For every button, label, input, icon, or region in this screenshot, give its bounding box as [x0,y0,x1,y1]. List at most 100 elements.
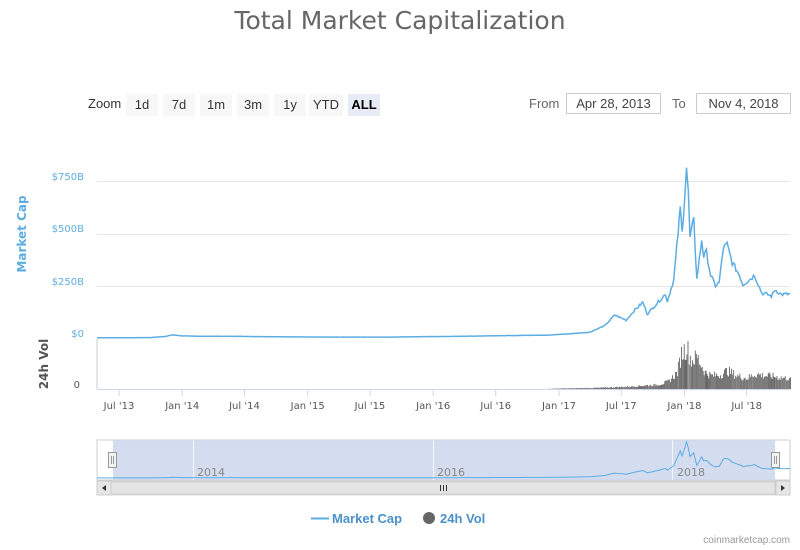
zoom-1y-button[interactable]: 1y [274,94,306,116]
zoom-all-button[interactable]: ALL [348,94,380,116]
navigator-selection[interactable] [113,440,775,480]
volume-bar [670,382,671,389]
volume-bar [752,377,754,389]
volume-bar [676,376,678,389]
navigator-right-handle[interactable] [771,452,780,468]
volume-bar [674,378,675,389]
volume-bar [760,377,762,389]
volume-bar [613,387,614,389]
volume-bar [657,385,659,389]
volume-bar [557,388,559,389]
volume-bar [691,366,692,389]
volume-bar [685,359,687,389]
volume-bar [610,387,611,389]
volume-bar [587,387,589,389]
volume-bar [700,367,702,389]
volume-bar [570,388,572,389]
volume-tick-label: 0 [74,380,80,391]
volume-bar [713,376,715,389]
chart-title: Total Market Capitalization [234,6,566,35]
x-tick-label: Jan '17 [541,401,576,412]
volume-bar [701,366,703,389]
volume-bar [642,386,644,389]
volume-bar [755,377,757,389]
volume-bar [621,386,622,389]
volume-bar [601,387,602,389]
volume-bar [560,388,562,389]
volume-bar [636,386,638,389]
volume-bar [656,384,658,389]
volume-bar [599,387,601,389]
volume-bar [654,383,656,389]
x-tick-label: Jan '15 [290,401,325,412]
volume-bar [573,388,575,389]
volume-bar [631,385,633,389]
zoom-1m-button[interactable]: 1m [200,94,232,116]
volume-bar [605,387,606,389]
legend-market-cap-label[interactable]: Market Cap [332,511,402,526]
volume-bar [661,384,663,389]
volume-bar [735,375,737,389]
volume-bar [591,388,593,389]
x-tick-label: Jul '14 [228,401,260,412]
volume-bar [575,388,577,389]
volume-bar [715,376,717,389]
volume-bar [618,387,619,389]
volume-bar [619,386,620,389]
volume-bar [708,378,710,389]
volume-bar [586,387,588,389]
volume-bar [694,350,696,389]
volume-bar [624,387,626,389]
volume-bar [680,367,681,389]
volume-bar [763,376,765,389]
volume-bar [639,385,641,389]
zoom-7d-button[interactable]: 7d [163,94,195,116]
volume-bar [688,364,690,389]
legend-volume-label[interactable]: 24h Vol [440,511,485,526]
volume-bar [563,388,565,389]
to-date-input[interactable] [696,93,791,114]
volume-bar [582,388,584,389]
volume-bar [692,360,693,389]
volume-bar [667,380,669,389]
from-date-input[interactable] [566,93,661,114]
scrollbar-grip-icon [440,485,447,491]
from-label: From [529,96,560,111]
volume-bar [651,386,653,389]
volume-bar [664,381,666,389]
navigator-tick-label: 2014 [197,466,225,479]
volume-bar [592,388,594,389]
volume-bar [630,387,632,389]
volume-bar [682,359,684,389]
volume-bar [771,378,773,389]
volume-bar [783,377,785,389]
volume-bar [578,388,580,389]
zoom-1d-button[interactable]: 1d [126,94,158,116]
volume-bar [669,379,671,389]
volume-bar [593,388,595,389]
volume-bar [679,357,680,389]
navigator-left-handle[interactable] [108,452,117,468]
volume-bar [602,387,603,389]
volume-bar [727,375,728,389]
volume-bar [588,388,590,389]
volume-bar [696,358,698,389]
volume-bar [683,344,685,389]
volume-bar [785,380,787,389]
zoom-ytd-button[interactable]: YTD [309,94,343,116]
volume-bar [609,387,610,389]
credit-link[interactable]: coinmarketcap.com [703,535,790,546]
volume-bar [722,378,723,389]
volume-bar [724,369,725,389]
volume-bar [698,364,700,389]
volume-bar [617,387,618,389]
volume-bar [743,378,745,389]
volume-bar [716,373,717,389]
volume-bar [663,383,665,389]
zoom-label: Zoom [88,96,122,111]
volume-bar [718,376,719,389]
x-tick-label: Jul '13 [103,401,135,412]
volume-bar [634,387,636,389]
volume-bar [719,378,720,389]
zoom-3m-button[interactable]: 3m [237,94,269,116]
